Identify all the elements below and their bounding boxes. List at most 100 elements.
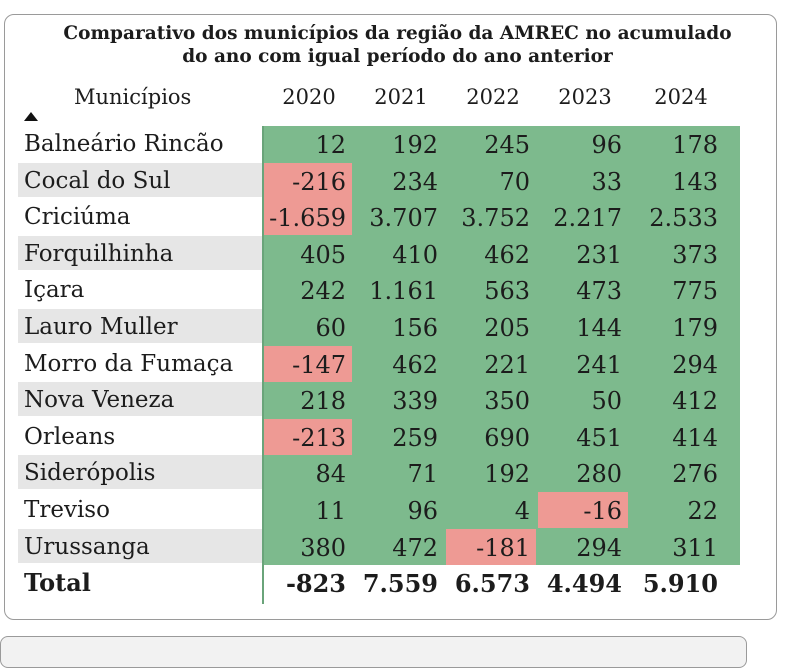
total-cell-2020: -823 <box>285 569 346 598</box>
table-row: Içara 242 1.161 563 473 775 <box>18 272 740 308</box>
value-cell-2022: 563 <box>484 277 530 305</box>
municipio-name: Morro da Fumaça <box>24 351 234 377</box>
municipio-name: Içara <box>24 277 85 303</box>
table-row: Urussanga 380 472 -181 294 311 <box>18 529 740 565</box>
value-cell-2023: 473 <box>576 277 622 305</box>
column-header-2021[interactable]: 2021 <box>374 85 428 109</box>
value-cell-2020: -216 <box>262 163 352 199</box>
table-row: Treviso 11 96 4 -16 22 <box>18 492 740 528</box>
municipio-name: Criciúma <box>24 204 131 230</box>
value-cell-2020: 405 <box>300 241 346 269</box>
table-row: Criciúma -1.659 3.707 3.752 2.217 2.533 <box>18 199 740 235</box>
table-row: Cocal do Sul -216 234 70 33 143 <box>18 163 740 199</box>
table-row: Siderópolis 84 71 192 280 276 <box>18 455 740 491</box>
value-cell-2022: 462 <box>484 241 530 269</box>
value-cell-2022: 3.752 <box>461 204 530 232</box>
value-cell-2021: 156 <box>392 314 438 342</box>
title-line-1: Comparativo dos municípios da região da … <box>63 23 732 44</box>
value-cell-2022: 192 <box>484 460 530 488</box>
bottom-panel <box>0 636 747 668</box>
value-cell-2021: 71 <box>407 460 438 488</box>
value-cell-2024: 179 <box>672 314 718 342</box>
value-cell-2022: 205 <box>484 314 530 342</box>
value-cell-2024: 22 <box>687 497 718 525</box>
municipio-name: Cocal do Sul <box>18 163 263 197</box>
municipio-name: Urussanga <box>18 529 263 563</box>
municipio-name: Orleans <box>24 424 116 450</box>
table-row: Orleans -213 259 690 451 414 <box>18 419 740 455</box>
value-cell-2024: 2.533 <box>649 204 718 232</box>
value-cell-2022: 70 <box>499 168 530 196</box>
table-row: Balneário Rincão 12 192 245 96 178 <box>18 126 740 162</box>
table-row: Forquilhinha 405 410 462 231 373 <box>18 236 740 272</box>
value-cell-2020: 12 <box>315 131 346 159</box>
value-cell-2023: 451 <box>576 424 622 452</box>
value-cell-2022: 690 <box>484 424 530 452</box>
value-cell-2020: -147 <box>262 346 352 382</box>
sort-ascending-icon[interactable] <box>24 112 38 121</box>
value-cell-2024: 414 <box>672 424 718 452</box>
value-cell-2024: 143 <box>672 168 718 196</box>
total-label: Total <box>24 568 91 597</box>
value-cell-2020: 380 <box>300 534 346 562</box>
value-cell-2023: 33 <box>591 168 622 196</box>
value-cell-2024: 311 <box>672 534 718 562</box>
value-cell-2023: 241 <box>576 351 622 379</box>
value-cell-2021: 339 <box>392 387 438 415</box>
value-cell-2024: 276 <box>672 460 718 488</box>
value-cell-2021: 462 <box>392 351 438 379</box>
value-cell-2021: 192 <box>392 131 438 159</box>
municipio-name: Forquilhinha <box>18 236 263 270</box>
value-cell-2022: 221 <box>484 351 530 379</box>
value-cell-2023: 2.217 <box>553 204 622 232</box>
table-title: Comparativo dos municípios da região da … <box>0 22 795 68</box>
value-cell-2024: 412 <box>672 387 718 415</box>
municipio-name: Nova Veneza <box>18 382 263 416</box>
municipio-name: Balneário Rincão <box>24 131 224 157</box>
title-line-2: do ano com igual período do ano anterior <box>182 46 613 67</box>
column-header-2022[interactable]: 2022 <box>466 85 520 109</box>
value-cell-2020: -1.659 <box>262 199 352 235</box>
column-header-municipios[interactable]: Municípios <box>74 85 192 109</box>
value-cell-2022: -181 <box>446 529 536 565</box>
value-cell-2021: 234 <box>392 168 438 196</box>
table-row: Morro da Fumaça -147 462 221 241 294 <box>18 346 740 382</box>
value-cell-2023: 294 <box>576 534 622 562</box>
value-cell-2022: 350 <box>484 387 530 415</box>
municipio-name: Lauro Muller <box>18 309 263 343</box>
value-cell-2023: 96 <box>591 131 622 159</box>
value-cell-2021: 1.161 <box>369 277 438 305</box>
municipio-name: Treviso <box>24 497 110 523</box>
total-cell-2021: 7.559 <box>362 569 438 598</box>
table-row: Nova Veneza 218 339 350 50 412 <box>18 382 740 418</box>
value-cell-2020: 218 <box>300 387 346 415</box>
value-cell-2024: 373 <box>672 241 718 269</box>
value-cell-2021: 96 <box>407 497 438 525</box>
table-row: Lauro Muller 60 156 205 144 179 <box>18 309 740 345</box>
value-cell-2020: 242 <box>300 277 346 305</box>
value-cell-2021: 3.707 <box>369 204 438 232</box>
value-cell-2020: 11 <box>315 497 346 525</box>
value-cell-2024: 294 <box>672 351 718 379</box>
value-cell-2023: 144 <box>576 314 622 342</box>
total-row: Total -823 7.559 6.573 4.494 5.910 <box>18 565 740 601</box>
column-divider <box>262 126 264 604</box>
value-cell-2024: 178 <box>672 131 718 159</box>
value-cell-2023: -16 <box>538 492 628 528</box>
value-cell-2023: 231 <box>576 241 622 269</box>
column-header-2020[interactable]: 2020 <box>282 85 336 109</box>
municipio-name: Siderópolis <box>18 455 263 489</box>
total-cell-2022: 6.573 <box>454 569 530 598</box>
value-cell-2024: 775 <box>672 277 718 305</box>
value-cell-2021: 259 <box>392 424 438 452</box>
total-cell-2024: 5.910 <box>642 569 718 598</box>
value-cell-2020: 84 <box>315 460 346 488</box>
value-cell-2020: 60 <box>315 314 346 342</box>
value-cell-2022: 4 <box>514 497 530 525</box>
value-cell-2021: 472 <box>392 534 438 562</box>
column-header-2024[interactable]: 2024 <box>654 85 708 109</box>
total-cell-2023: 4.494 <box>546 569 622 598</box>
value-cell-2020: -213 <box>262 419 352 455</box>
value-cell-2023: 280 <box>576 460 622 488</box>
column-header-2023[interactable]: 2023 <box>558 85 612 109</box>
